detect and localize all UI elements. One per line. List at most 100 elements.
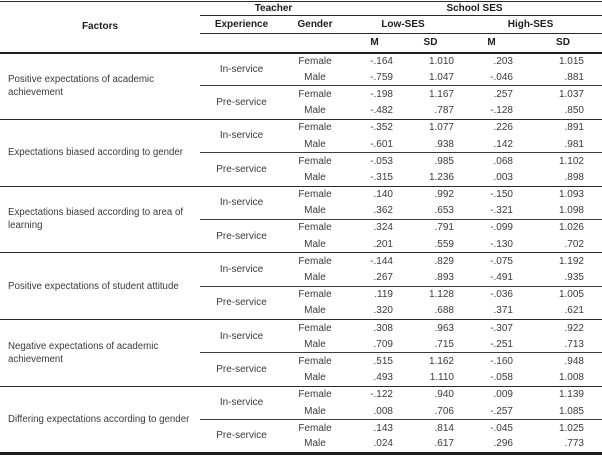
low-ses-sd-cell: .985 [402, 152, 459, 170]
table-row: Male .024 .617 .296 .773 [0, 436, 602, 453]
table-row: Pre-service Female .324.791 -.099 1.026 [0, 218, 602, 253]
low-ses-sd-cell: 1.077 [402, 118, 459, 136]
low-ses-sd-cell: .829 [402, 252, 459, 270]
col-header-high-ses-m: M [459, 33, 524, 54]
col-header-spacer-gender [283, 33, 347, 54]
low-ses-sd-cell: 1.128 [402, 285, 459, 303]
table-row: Positive expectations of student attitud… [0, 252, 602, 320]
gender-cell: Female [298, 55, 332, 67]
high-ses-m-cell: .003 [493, 171, 513, 183]
low-ses-sd-cell: 1.010 [428, 55, 454, 67]
gender-cell: Female [283, 152, 347, 170]
high-ses-m-cell: -.150 [459, 185, 524, 203]
high-ses-sd-cell: .935 [564, 272, 584, 284]
high-ses-sd-cell: .922 [524, 319, 602, 337]
low-ses-sd-cell: .992 [402, 185, 459, 203]
col-header-gender: Gender [283, 15, 347, 34]
gender-cell: Female [283, 419, 347, 437]
high-ses-sd-cell: 1.008 [558, 372, 584, 384]
gender-cell: Male [304, 71, 326, 83]
high-ses-sd-cell: 1.005 [524, 285, 602, 303]
low-ses-m-cell: .143 [347, 419, 402, 437]
gender-cell: Male [304, 438, 326, 450]
high-ses-sd-cell: 1.085 [558, 405, 584, 417]
table-row: Male .201 .559 -.130 .702 [0, 236, 602, 253]
high-ses-sd-cell: .702 [564, 238, 584, 250]
high-ses-sd-cell: .891 [524, 118, 602, 136]
col-header-high-ses: High-SES [459, 15, 602, 34]
table-row: Male .008 .706 -.257 1.085 [0, 403, 602, 420]
gender-cell: Female [283, 85, 347, 103]
low-ses-sd-cell: .938 [434, 138, 454, 150]
high-ses-m-cell: -.036 [459, 285, 524, 303]
high-ses-m-cell: -.307 [459, 319, 524, 337]
high-ses-sd-cell: .850 [564, 105, 584, 117]
col-header-low-ses-m: M [347, 33, 402, 54]
gender-cell: Male [304, 238, 326, 250]
gender-cell: Male [304, 372, 326, 384]
low-ses-m-cell: .308 [347, 319, 402, 337]
factor-label: Expectations biased according to gender [0, 118, 200, 186]
high-ses-sd-cell: .621 [564, 305, 584, 317]
low-ses-sd-cell: .963 [402, 319, 459, 337]
factor-label: Expectations biased according to area of… [0, 185, 200, 253]
table-header: Factors Teacher School SES Experience Ge… [0, 1, 602, 54]
table-row: Male -.601 .938 .142 .981 [0, 136, 602, 153]
table-row: Pre-service Female .119 1.128 -.036 1.005 [0, 285, 602, 320]
gender-cell: Male [304, 338, 326, 350]
gender-cell: Female [283, 118, 347, 136]
factor-label: Negative expectations of academic achiev… [0, 319, 200, 387]
low-ses-m-cell: -.053 [347, 152, 402, 170]
col-header-experience: Experience [200, 15, 283, 34]
low-ses-m-cell: -.198 [347, 85, 402, 103]
low-ses-sd-cell: 1.162 [402, 352, 459, 370]
low-ses-sd-cell: 1.110 [429, 372, 454, 384]
table-row: Positive expectations of academic achiev… [0, 53, 602, 98]
experience-cell: Pre-service [200, 85, 283, 120]
high-ses-m-cell: .068 [459, 152, 524, 170]
high-ses-m-cell: .226 [459, 118, 524, 136]
col-header-school-ses: School SES [347, 1, 602, 16]
low-ses-m-cell: .119 [347, 285, 402, 303]
gender-cell: Female [283, 319, 347, 337]
high-ses-m-cell: -.130 [490, 238, 513, 250]
experience-cell: In-service [219, 63, 264, 75]
low-ses-sd-cell: .706 [434, 405, 454, 417]
high-ses-m-cell: .296 [493, 438, 513, 450]
gender-cell: Female [283, 185, 347, 203]
high-ses-sd-cell: .948 [524, 352, 602, 370]
table-row: Male .493 1.110 -.058 1.008 [0, 370, 602, 387]
table-row: Male .320 .688 .371 .621 [0, 303, 602, 320]
experience-cell: Pre-service [200, 152, 283, 186]
high-ses-m-cell: .142 [493, 138, 513, 150]
table-row: Pre-service Female .143.814 -.045 1.025 [0, 419, 602, 453]
experience-cell: In-service [200, 385, 283, 420]
experience-cell: Pre-service [200, 285, 283, 320]
high-ses-sd-cell: 1.102 [524, 152, 602, 170]
high-ses-m-cell: -.046 [490, 71, 513, 83]
table-row: Expectations biased according to gender I… [0, 118, 602, 186]
table-body: Positive expectations of academic achiev… [0, 53, 602, 453]
low-ses-m-cell: -.315 [370, 171, 393, 183]
table-row: Male -.759 1.047 -.046 .881 [0, 69, 602, 86]
high-ses-sd-cell: 1.093 [524, 185, 602, 203]
experience-cell: In-service [200, 185, 283, 220]
high-ses-m-cell: -.099 [459, 218, 524, 237]
low-ses-sd-cell: .940 [402, 385, 459, 403]
low-ses-sd-cell: 1.236 [428, 171, 454, 183]
high-ses-sd-cell: .981 [564, 138, 584, 150]
high-ses-sd-cell: .898 [564, 171, 584, 183]
high-ses-m-cell: .009 [459, 385, 524, 403]
table-row: Male .362 .653 -.321 1.098 [0, 203, 602, 220]
low-ses-m-cell: -.482 [370, 105, 393, 117]
low-ses-m-cell: .709 [373, 338, 393, 350]
table-row: Male -.482 .787 -.128 .850 [0, 103, 602, 120]
high-ses-m-cell: -.321 [490, 205, 513, 217]
high-ses-m-cell: -.128 [490, 105, 513, 117]
low-ses-sd-cell: .688 [434, 305, 454, 317]
table-row: Male .267 .893 -.491 .935 [0, 269, 602, 286]
high-ses-sd-cell: .773 [564, 438, 584, 450]
gender-cell: Male [304, 205, 326, 217]
gender-cell: Male [304, 405, 326, 417]
